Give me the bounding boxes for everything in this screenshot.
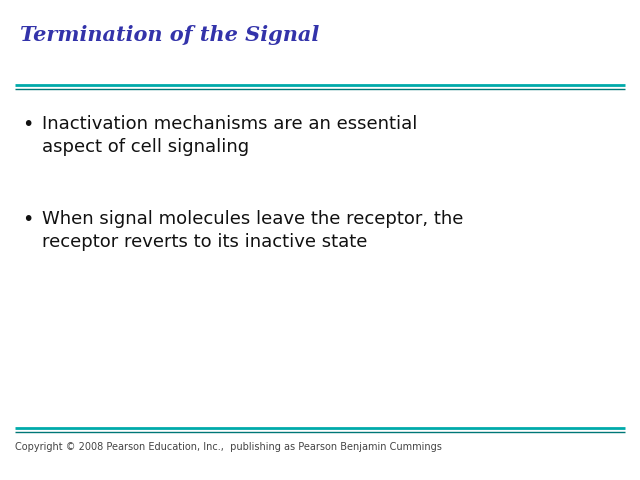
Text: Termination of the Signal: Termination of the Signal (20, 25, 319, 45)
Text: Inactivation mechanisms are an essential
aspect of cell signaling: Inactivation mechanisms are an essential… (42, 115, 417, 156)
Text: When signal molecules leave the receptor, the
receptor reverts to its inactive s: When signal molecules leave the receptor… (42, 210, 463, 251)
Text: Copyright © 2008 Pearson Education, Inc.,  publishing as Pearson Benjamin Cummin: Copyright © 2008 Pearson Education, Inc.… (15, 442, 442, 452)
Text: •: • (22, 115, 33, 134)
Text: •: • (22, 210, 33, 229)
